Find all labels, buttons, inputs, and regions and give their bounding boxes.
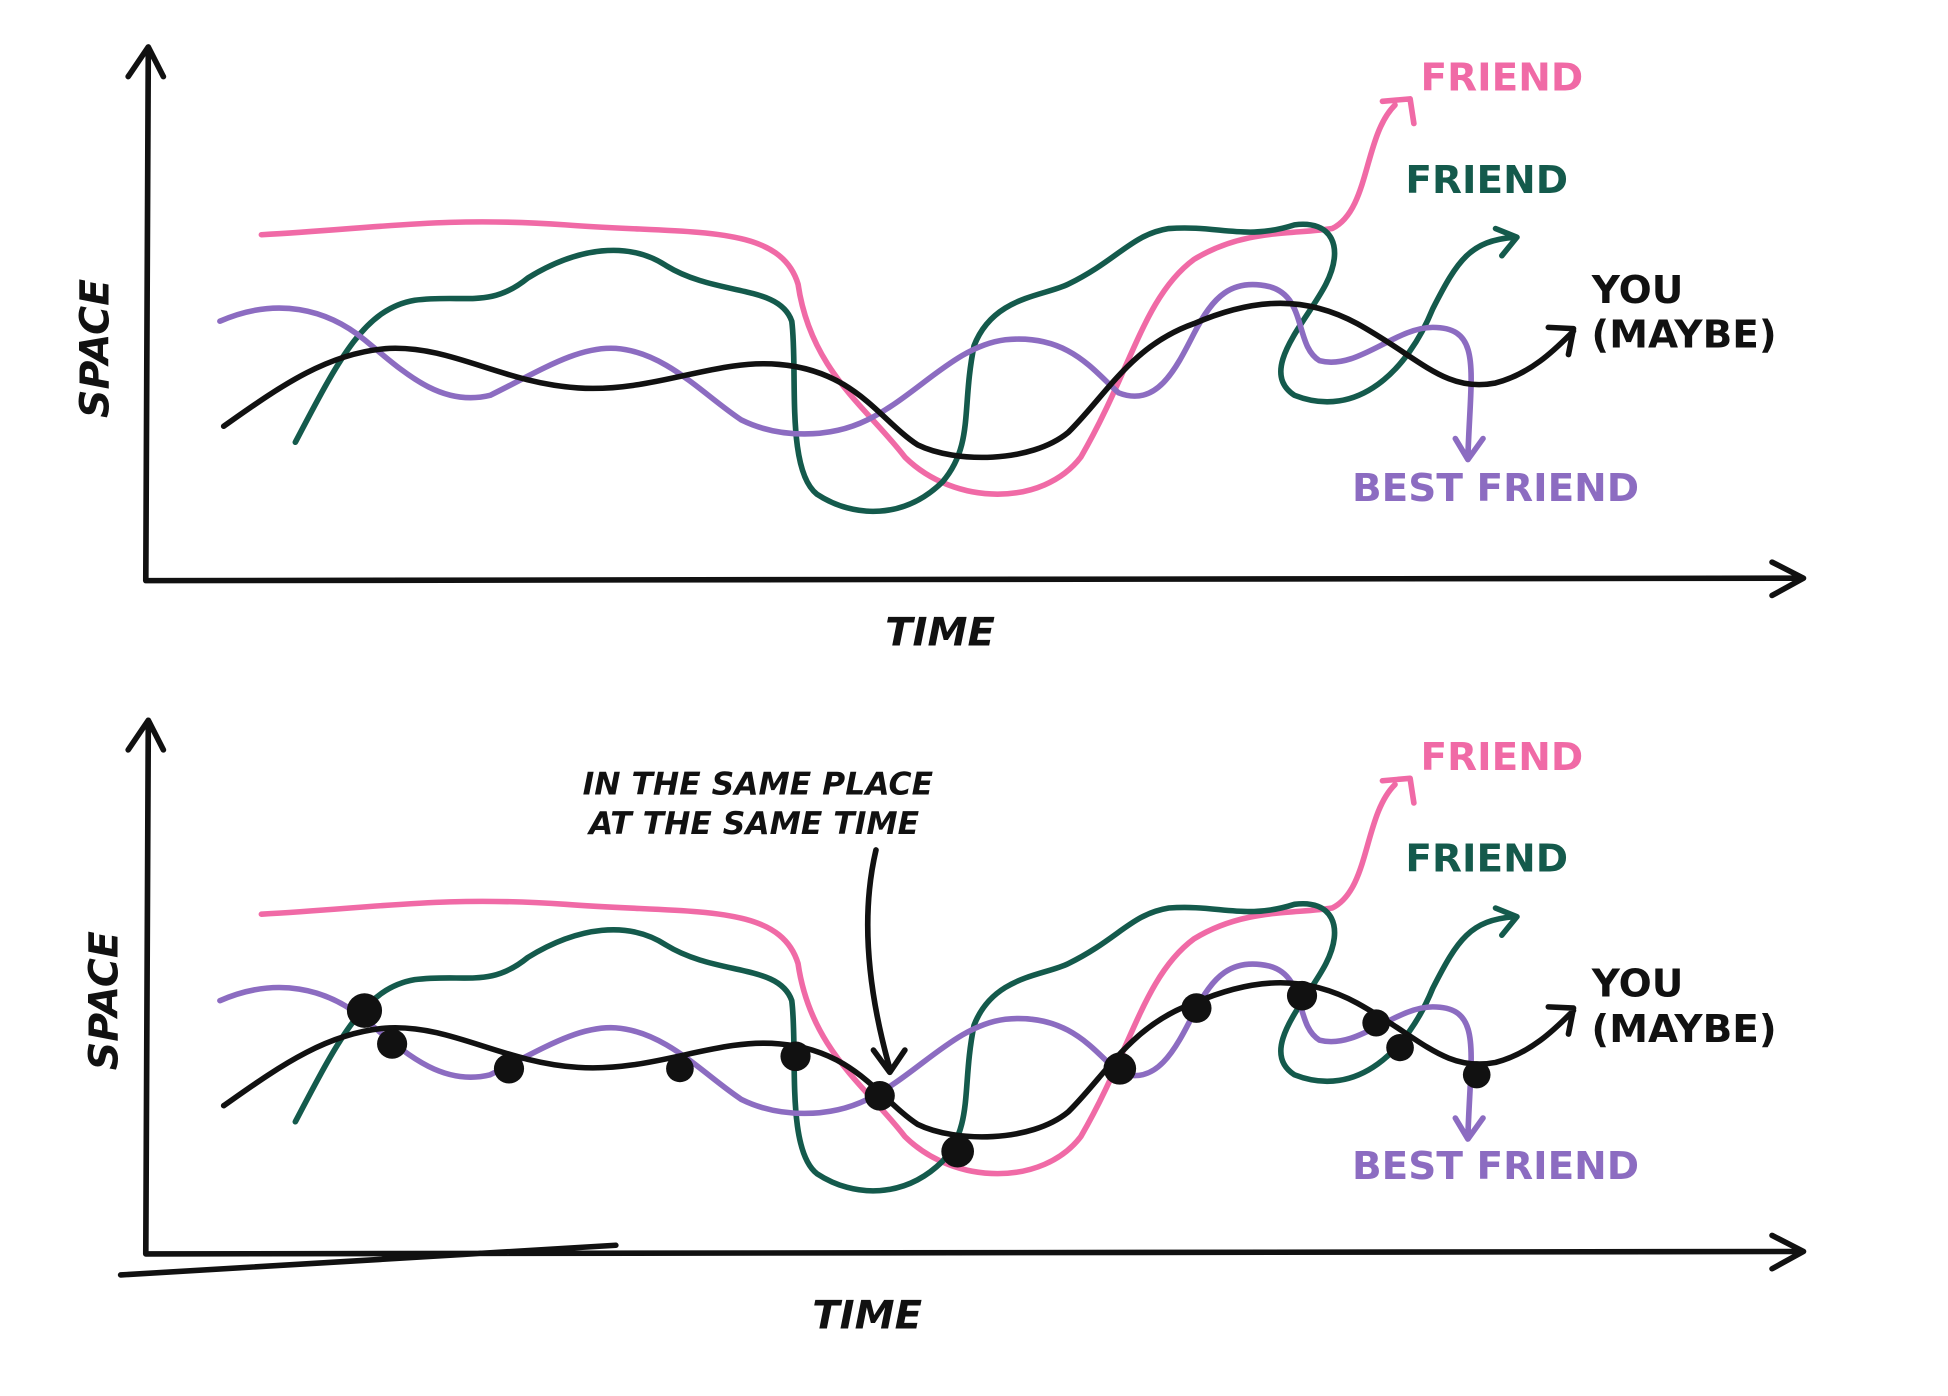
meeting-point [493, 1053, 525, 1084]
best-friend-label: BEST FRIEND [1352, 1144, 1639, 1189]
meeting-point [941, 1135, 974, 1168]
you-label: YOU [1591, 269, 1684, 314]
meeting-point [1386, 1034, 1414, 1062]
axes [117, 717, 1807, 1278]
panel-1: SPACE TIME FRIEND FRIEND YOU (MAYBE) BES… [72, 44, 1807, 656]
friend-label: FRIEND [1421, 56, 1584, 101]
axes [125, 44, 1807, 599]
annotation: IN THE SAME PLACE [583, 767, 933, 803]
meeting-point [864, 1080, 895, 1111]
y-axis-label: SPACE [81, 931, 127, 1070]
meeting-points [346, 980, 1491, 1168]
panel-2: IN THE SAME PLACE AT THE SAME TIME SPACE… [81, 717, 1807, 1339]
best-friend-label: BEST FRIEND [1352, 466, 1639, 511]
meeting-point [1103, 1052, 1137, 1085]
annotation-arrow [864, 847, 908, 1076]
meeting-point [1362, 1009, 1390, 1037]
annotation: AT THE SAME TIME [586, 806, 919, 842]
meeting-point [1462, 1061, 1491, 1089]
meeting-point [346, 993, 383, 1028]
meeting-point [780, 1041, 811, 1072]
friend-label: FRIEND [1405, 837, 1568, 882]
friend-label: FRIEND [1405, 159, 1568, 204]
you-label: YOU [1591, 962, 1684, 1007]
meeting-point [666, 1055, 694, 1083]
y-axis-label: SPACE [72, 279, 118, 418]
trajectories [220, 99, 1574, 512]
meeting-point [377, 1029, 408, 1059]
meeting-point [1181, 993, 1212, 1023]
you-label: (MAYBE) [1591, 313, 1776, 358]
x-axis-label: TIME [812, 1293, 922, 1339]
meeting-point [1286, 980, 1318, 1011]
x-axis-label: TIME [885, 610, 995, 656]
friend-label: FRIEND [1421, 735, 1584, 780]
you-label: (MAYBE) [1591, 1007, 1776, 1052]
